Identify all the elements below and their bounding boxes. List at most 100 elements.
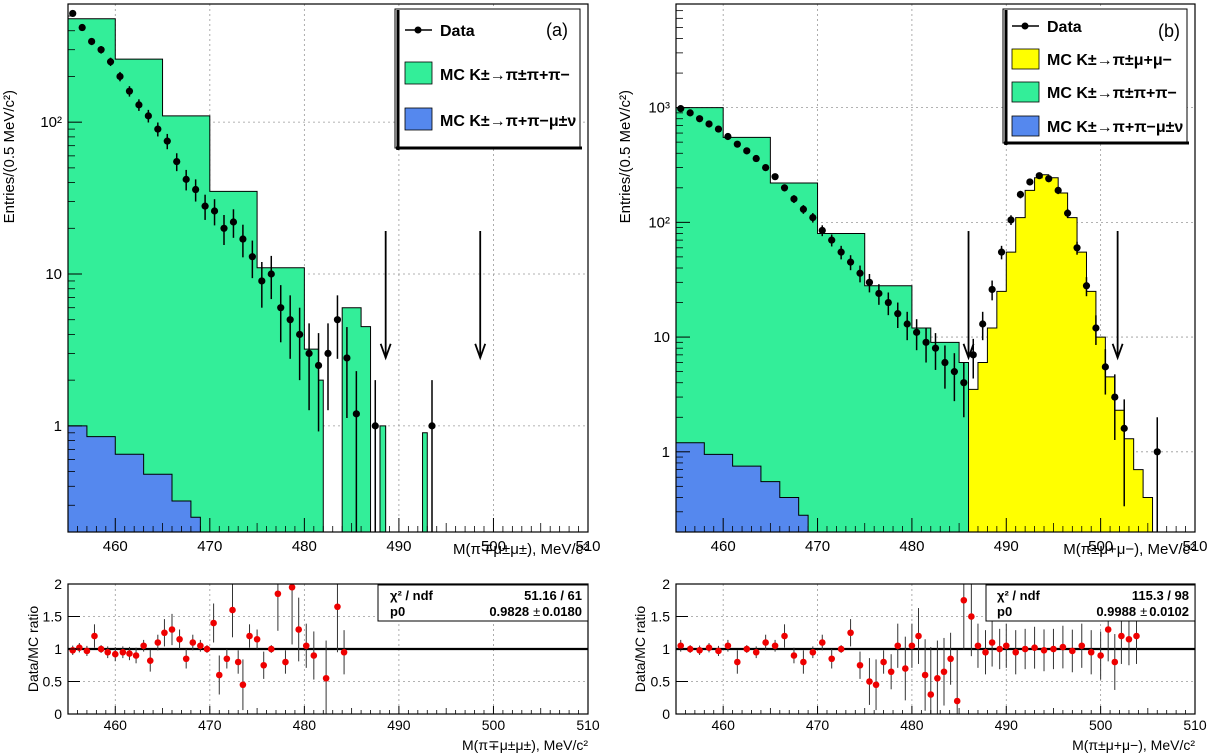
ratio-point: [288, 583, 296, 645]
ratio-point: [947, 632, 954, 685]
legend-b-pipimunu-swatch: [1011, 115, 1040, 137]
data-point: [210, 199, 219, 226]
data-point: [154, 122, 162, 137]
x-tick-label: 490: [994, 538, 1019, 555]
ratio-point: [762, 634, 769, 651]
data-point: [1007, 215, 1015, 226]
hist-pipimunu: [67, 425, 206, 533]
ratio-point: [996, 628, 1003, 670]
ratio-point: [146, 649, 154, 672]
data-point: [277, 285, 285, 343]
data-point: [913, 319, 921, 351]
data-point: [192, 179, 200, 202]
data-point: [314, 333, 323, 432]
data-point: [239, 224, 247, 258]
signal-window-arrow: [962, 231, 975, 361]
ratio-point: [1002, 623, 1010, 668]
ratio-point: [856, 651, 864, 679]
data-point: [677, 105, 685, 113]
a-p0-label: p0: [390, 604, 405, 619]
y-tick-label: 0.5: [651, 674, 671, 690]
x-tick-label: 470: [806, 717, 830, 733]
x-tick-label: 500: [1088, 538, 1113, 555]
ratio-point: [1059, 625, 1067, 669]
panel-b-ratio-ticks: 460 470 480 490 500 510 0 0.5 1 1.5 2: [651, 576, 1207, 733]
x-tick-label: 480: [293, 717, 317, 733]
ratio-point: [887, 654, 895, 690]
data-point: [135, 99, 143, 111]
data-point: [894, 302, 902, 328]
a-chi2-value: 51.16 / 61: [524, 588, 582, 603]
data-point: [220, 214, 228, 245]
signal-window-arrow: [474, 231, 487, 361]
ratio-point: [921, 639, 929, 711]
ratio-point: [809, 646, 817, 659]
b-p0-value-row: 0.9988 ±0.0102: [1096, 604, 1189, 619]
y-tick-label: 10²: [40, 114, 62, 131]
x-tick-label: 470: [805, 538, 830, 555]
b-p0-pm: ±: [1140, 604, 1147, 619]
hist-pipimunu: [675, 442, 813, 533]
ratio-point: [982, 630, 989, 675]
panel-b-stack: [675, 107, 1158, 533]
data-point: [1045, 175, 1053, 183]
x-tick-label: 500: [1089, 717, 1113, 733]
b-p0-value: 0.9988: [1096, 604, 1136, 619]
panel-a-arrows: [379, 231, 487, 361]
panel-a-data-points: [69, 9, 436, 532]
data-point: [248, 240, 256, 279]
ratio-point: [1069, 629, 1076, 673]
ratio-point: [828, 649, 835, 669]
data-point: [865, 273, 874, 293]
ratio-point: [111, 647, 119, 662]
ratio-point: [880, 650, 887, 674]
y-tick-label: 0: [54, 706, 62, 722]
legend-b-pimumu-swatch: [1011, 48, 1040, 70]
ratio-point: [677, 639, 685, 652]
a-p0-pm: ±: [533, 604, 540, 619]
panel-b-data-points: [677, 105, 1161, 532]
ratio-point: [253, 629, 261, 649]
data-point: [960, 362, 968, 418]
legend-a-pipimunu-swatch: [404, 107, 433, 131]
x-tick-label: 500: [481, 538, 506, 555]
y-tick-label: 0.5: [43, 674, 63, 690]
data-point: [695, 115, 704, 123]
panel-a-label: (a): [546, 20, 568, 40]
data-point: [809, 213, 817, 223]
ratio-point: [126, 646, 133, 661]
ratio-point: [161, 619, 168, 647]
y-tick-label: 1: [662, 444, 670, 461]
panel-a-legend: Data (a) MC K±→π±π+π− MC K±→π+π−μ±ν: [394, 8, 582, 150]
data-point: [790, 195, 798, 204]
ratio-point: [1050, 628, 1057, 670]
panel-a-ylabel: Entries/(0.5 MeV/c²): [1, 90, 18, 223]
data-point: [1035, 172, 1043, 180]
ratio-point: [1125, 613, 1133, 666]
ratio-point: [818, 634, 826, 651]
ratio-point: [1012, 630, 1020, 675]
data-point: [762, 164, 770, 172]
a-p0-value-row: 0.9828 ±0.0180: [489, 604, 582, 619]
ratio-point: [771, 639, 779, 652]
y-tick-label: 1: [662, 641, 670, 657]
panel-b-ylabel: Entries/(0.5 MeV/c²): [617, 90, 634, 223]
ratio-point: [229, 584, 236, 638]
data-point: [352, 371, 360, 532]
panel-a-ratio-grid: [68, 584, 588, 714]
ratio-point: [119, 646, 127, 659]
y-tick-label: 2: [54, 576, 62, 592]
ratio-point: [104, 646, 112, 659]
data-point: [78, 23, 86, 32]
panel-b-ratio-xlabel: M(π±μ+μ−), MeV/c²: [1072, 737, 1195, 753]
x-tick-label: 470: [198, 717, 222, 733]
ratio-point: [334, 584, 341, 653]
data-point: [686, 109, 694, 117]
data-point: [1064, 208, 1072, 219]
ratio-point: [1021, 628, 1029, 670]
ratio-point: [189, 634, 197, 651]
ratio-point: [91, 624, 98, 648]
data-point: [705, 120, 713, 128]
ratio-point: [988, 618, 996, 667]
ratio-point: [246, 624, 253, 648]
